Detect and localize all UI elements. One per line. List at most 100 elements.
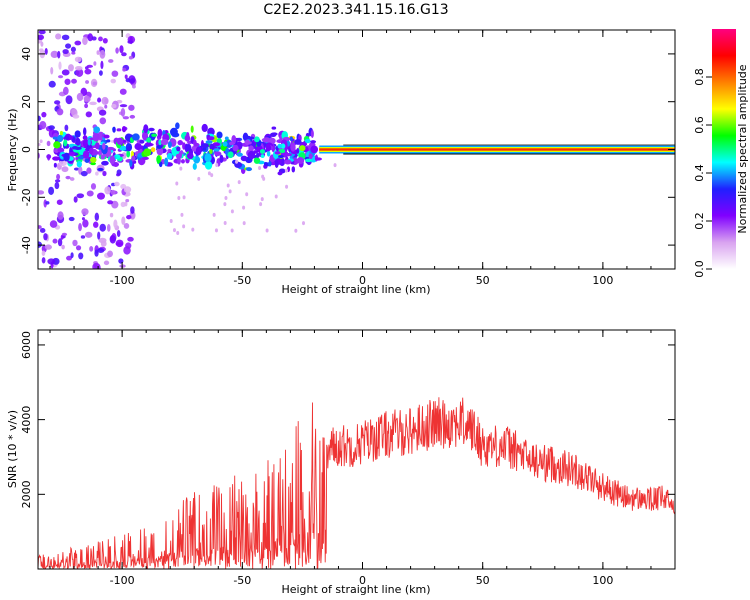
spectral-blob [101, 160, 109, 166]
spectral-blob [75, 137, 81, 146]
spectral-blob [85, 80, 89, 84]
spectral-blob [82, 219, 89, 228]
spectral-blob [294, 228, 298, 233]
spectral-blob [253, 136, 260, 143]
spectral-blob [80, 235, 86, 239]
spectral-blob [116, 230, 121, 238]
spectral-blob [103, 134, 110, 139]
spectral-blob [202, 147, 207, 151]
spectral-blob [102, 37, 108, 44]
spectral-blob [156, 147, 164, 156]
spectral-blob [49, 220, 58, 228]
spectral-blob [248, 145, 254, 152]
spectral-blob [175, 122, 180, 130]
spectral-blob [180, 212, 184, 217]
spectral-blob [195, 146, 202, 156]
snr-y-tick-label: 4000 [20, 406, 33, 434]
spectral-blob [57, 211, 64, 220]
spectral-blob [65, 95, 73, 105]
spectral-blob [223, 202, 227, 207]
spectral-blob [310, 145, 319, 154]
spectral-blob [87, 33, 94, 42]
spectral-blob [177, 156, 181, 165]
spectral-blob [110, 78, 117, 84]
spectral-blob [227, 151, 234, 159]
spectral-blob [65, 175, 71, 180]
spectral-blob [83, 95, 91, 103]
spectral-blob [92, 81, 97, 86]
spectral-blob [209, 149, 213, 154]
spectrogram-x-tick-label: 0 [359, 274, 366, 287]
spectral-blob [78, 223, 82, 232]
snr-x-tick-label: 0 [359, 574, 366, 587]
spectral-blob [81, 217, 85, 221]
spectral-blob [116, 173, 121, 177]
spectral-blob [193, 139, 197, 147]
spectral-blob [265, 144, 272, 152]
spectral-blob [167, 141, 172, 149]
spectrogram-y-axis-label: Frequency (Hz) [6, 109, 19, 192]
spectral-blob [66, 255, 73, 261]
spectrogram-axes: -100 -50 0 50 100 -40 -20 0 20 40 [20, 29, 676, 287]
spectral-blob [129, 160, 133, 167]
colorbar-tick-label: 0.0 [693, 260, 706, 278]
spectral-blob [208, 136, 215, 141]
spectral-blob [301, 221, 305, 226]
spectral-blob [71, 51, 76, 55]
spectral-blob [131, 155, 136, 162]
spectral-blob [86, 190, 94, 197]
spectral-blob [61, 232, 68, 236]
spectral-blob [72, 145, 79, 150]
spectral-blob [207, 171, 211, 176]
spectral-blob [120, 201, 126, 208]
spectral-blob [160, 138, 169, 146]
spectral-blob [84, 66, 89, 70]
spectrogram-y-tick-label: -20 [20, 188, 33, 206]
spectral-blob [77, 155, 84, 160]
spectral-blob [308, 153, 313, 160]
spectral-blob [89, 246, 94, 252]
spectral-blob [146, 137, 152, 143]
spectral-blob [219, 154, 224, 163]
spectral-blob [104, 186, 111, 195]
spectral-blob [82, 127, 87, 136]
spectral-blob [129, 78, 135, 83]
spectral-blob [144, 142, 153, 147]
spectrogram-y-tick-label: 40 [20, 47, 33, 61]
spectral-blob [38, 225, 42, 229]
spectral-blob [247, 136, 255, 140]
spectral-blob [201, 143, 210, 148]
spectral-blob [95, 171, 99, 176]
spectral-blob [100, 240, 107, 247]
spectral-blob [125, 199, 130, 203]
spectral-blob [102, 170, 107, 177]
spectral-blob [268, 161, 272, 167]
spectrogram-y-tick-label: 0 [20, 146, 33, 153]
spectrogram-x-axis-label: Height of straight line (km) [281, 283, 430, 296]
spectral-blob [106, 223, 111, 232]
spectral-blob [222, 141, 228, 147]
snr-axes: -100 -50 0 50 100 2000 4000 6000 [20, 329, 676, 587]
spectral-blob [106, 139, 111, 143]
spectral-blob [110, 235, 114, 242]
spectral-blob [232, 144, 239, 152]
spectral-blob [228, 189, 232, 194]
spectral-blob [98, 36, 103, 42]
spectral-blob [94, 249, 99, 257]
spectral-blob [245, 167, 253, 172]
spectral-blob [172, 228, 176, 233]
spectral-blob [48, 186, 55, 196]
spectral-blob [64, 124, 69, 132]
spectral-blob [54, 100, 61, 105]
spectral-blob [122, 116, 130, 120]
spectral-blob [68, 64, 74, 72]
spectral-blob [82, 139, 89, 147]
spectral-blob [201, 123, 208, 133]
spectral-blob [296, 147, 300, 154]
spectral-blob [223, 220, 227, 225]
spectral-blob [72, 239, 78, 247]
spectral-blob [53, 162, 57, 168]
snr-marks [38, 397, 675, 569]
spectral-blob [139, 139, 145, 144]
spectral-blob [269, 132, 277, 137]
